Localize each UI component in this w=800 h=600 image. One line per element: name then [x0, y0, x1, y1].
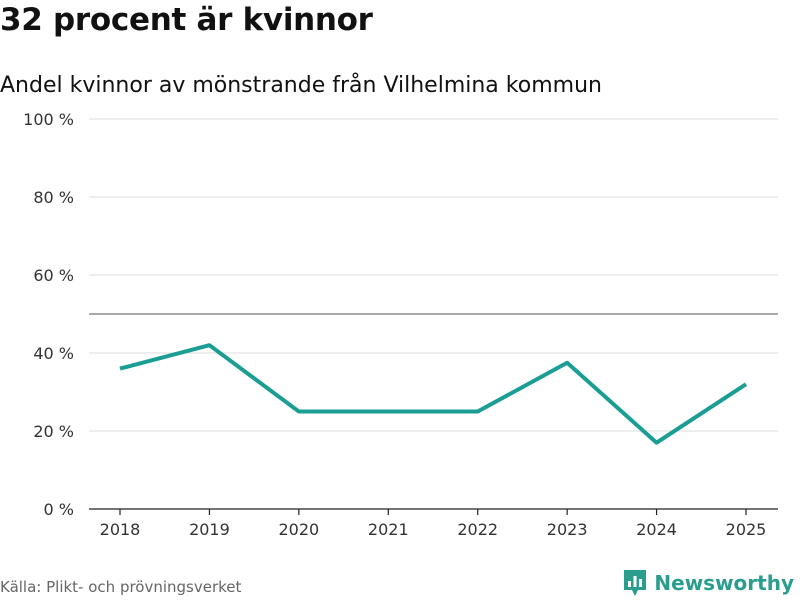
chart-title: 32 procent är kvinnor [0, 2, 373, 38]
y-tick-label: 80 % [33, 188, 74, 207]
brand-name: Newsworthy [654, 571, 794, 595]
line-chart: 0 % 20 % 40 % 60 % 80 % 100 % 2018 2019 2020 2021… [23, 110, 778, 539]
x-tick-label: 2019 [189, 520, 230, 539]
source-note: Källa: Plikt- och prövningsverket [0, 578, 242, 596]
y-tick-label: 60 % [33, 266, 74, 285]
x-tick-label: 2022 [457, 520, 498, 539]
brand-logo: Newsworthy [622, 568, 794, 598]
series-line [119, 343, 748, 445]
y-tick-label: 40 % [33, 344, 74, 363]
x-tick-label: 2020 [278, 520, 319, 539]
y-tick-label: 20 % [33, 422, 74, 441]
bar-chart-logo-icon [624, 570, 647, 596]
x-tick-label: 2023 [547, 520, 588, 539]
y-tick-label: 100 % [23, 110, 74, 129]
x-tick-label: 2021 [368, 520, 409, 539]
chart-subtitle: Andel kvinnor av mönstrande från Vilhelm… [0, 73, 602, 98]
x-tick-label: 2024 [636, 520, 677, 539]
x-tick-label: 2025 [726, 520, 767, 539]
x-tick-label: 2018 [100, 520, 141, 539]
y-tick-label: 0 % [44, 500, 74, 519]
